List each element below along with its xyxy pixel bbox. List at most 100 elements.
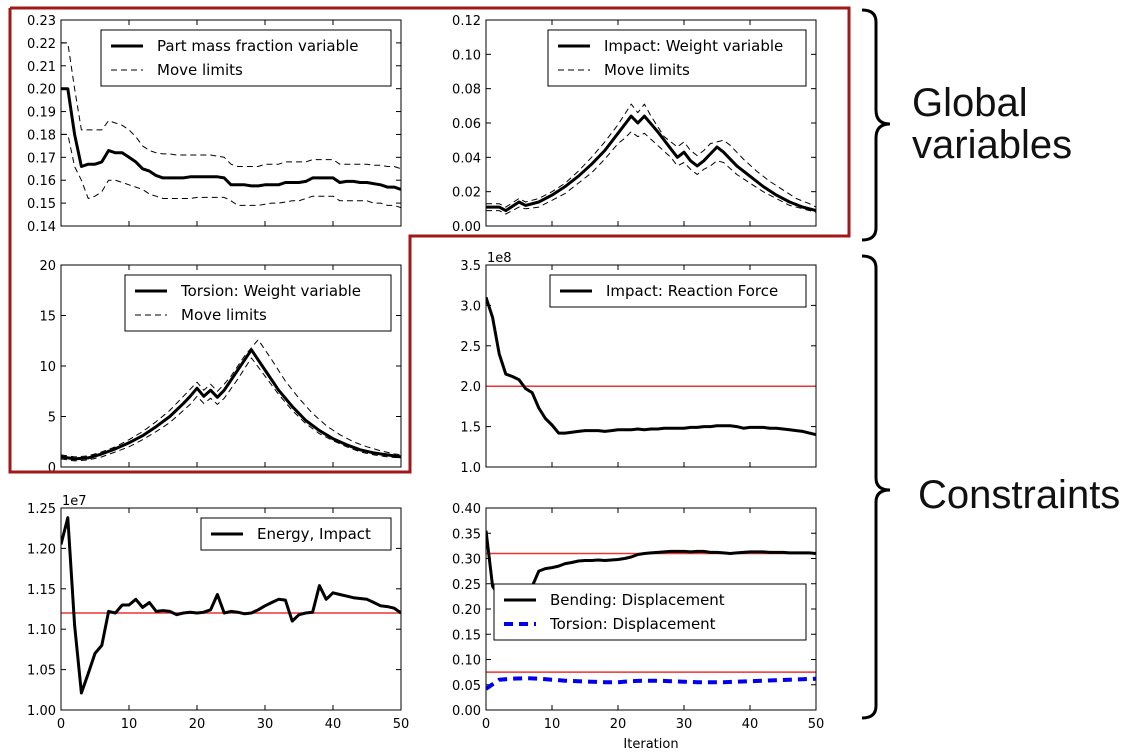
y-tick-label: 0.10 — [452, 654, 481, 669]
y-tick-label: 5 — [48, 411, 56, 426]
series-line-0 — [486, 296, 816, 437]
y-tick-label: 10 — [39, 360, 56, 375]
legend-label: Move limits — [604, 61, 690, 79]
x-tick-label: 10 — [544, 717, 561, 732]
constraints-label: Constraints — [918, 473, 1121, 517]
chart-reaction: 1.0 1.5 2.0 2.5 3.0 3.5 1e8 Impact: Reaction Fo… — [460, 251, 817, 476]
legend-label: Torsion: Displacement — [549, 615, 716, 633]
annotations-group: Iteration — [8, 6, 891, 752]
series-line-2 — [61, 133, 401, 209]
chart-energy: 1.00 1.05 1.10 1.15 1.20 1.25 0 10 20 30 40 50 1e7 En… — [27, 494, 409, 732]
x-tick-label: 30 — [676, 717, 693, 732]
plot-area — [486, 296, 816, 437]
y-tick-label: 1.10 — [27, 623, 56, 638]
y-tick-label: 0.00 — [452, 220, 481, 235]
x-tick-label: 50 — [393, 717, 410, 732]
plot-area — [61, 339, 401, 462]
y-tick-label: 0 — [48, 461, 56, 476]
x-axis-label: Iteration — [623, 737, 678, 752]
legend-label: Bending: Displacement — [550, 591, 725, 609]
plot-frame — [485, 19, 817, 227]
y-tick-label: 1.05 — [27, 664, 56, 679]
x-tick-label: 40 — [325, 717, 342, 732]
constraints-brace — [861, 254, 891, 720]
y-multiplier-label: 1e8 — [487, 251, 512, 266]
y-tick-label: 0.30 — [452, 553, 481, 568]
y-tick-label: 0.10 — [452, 48, 481, 63]
y-tick-label: 15 — [39, 310, 56, 325]
series-line-1 — [486, 676, 816, 691]
y-tick-label: 2.0 — [460, 380, 481, 395]
y-tick-label: 0.19 — [27, 106, 56, 121]
y-tick-label: 0.12 — [452, 14, 481, 29]
series-line-0 — [61, 348, 401, 461]
x-tick-label: 0 — [57, 717, 65, 732]
y-tick-label: 0.15 — [452, 628, 481, 643]
global-variables-label-line1: Global — [912, 81, 1028, 125]
y-tick-label: 1.15 — [27, 583, 56, 598]
plot-frame — [485, 507, 817, 711]
y-tick-label: 0.15 — [27, 197, 56, 212]
legend-label: Impact: Weight variable — [604, 37, 783, 55]
legend-box — [547, 29, 807, 87]
plot-area — [486, 530, 816, 691]
x-tick-label: 30 — [257, 717, 274, 732]
chart-displacement: 0.00 0.05 0.10 0.15 0.20 0.25 0.30 0.35 0.40 0 10 2… — [452, 502, 824, 732]
y-tick-label: 0.08 — [452, 83, 481, 98]
chart-torsion_w: 0 5 10 15 20 Torsion: Weight variable Move lim… — [39, 259, 402, 476]
legend-label: Energy, Impact — [257, 525, 371, 543]
y-tick-label: 1.20 — [27, 542, 56, 557]
x-tick-label: 20 — [610, 717, 627, 732]
y-tick-label: 0.05 — [452, 679, 481, 694]
legend-label: Move limits — [157, 61, 243, 79]
y-tick-label: 0.20 — [27, 83, 56, 98]
y-tick-label: 0.06 — [452, 117, 481, 132]
y-tick-label: 0.20 — [452, 603, 481, 618]
series-line-2 — [486, 131, 816, 215]
chart-mass: 0.14 0.15 0.16 0.17 0.18 0.19 0.20 0.21 0.22 0.23… — [27, 14, 402, 235]
y-tick-label: 0.23 — [27, 14, 56, 29]
y-tick-label: 0.35 — [452, 527, 481, 542]
charts-group: 0.14 0.15 0.16 0.17 0.18 0.19 0.20 0.21 0.22 0.23… — [27, 14, 824, 732]
plot-area — [61, 516, 401, 695]
global-variables-label: Global variables — [912, 82, 1072, 166]
plot-frame — [60, 264, 402, 468]
y-tick-label: 0.16 — [27, 174, 56, 189]
y-tick-label: 0.40 — [452, 502, 481, 517]
y-tick-label: 1.00 — [27, 704, 56, 719]
series-line-0 — [486, 114, 816, 213]
y-tick-label: 0.02 — [452, 186, 481, 201]
y-tick-label: 0.17 — [27, 151, 56, 166]
plot-area — [486, 103, 816, 215]
global-variables-brace — [861, 8, 891, 242]
x-tick-label: 0 — [482, 717, 490, 732]
legend-box — [493, 583, 807, 641]
series-line-1 — [486, 103, 816, 208]
y-tick-label: 0.25 — [452, 578, 481, 593]
series-line-1 — [61, 42, 401, 170]
y-tick-label: 0.22 — [27, 37, 56, 52]
y-tick-label: 1.25 — [27, 502, 56, 517]
plot-frame — [485, 264, 817, 468]
series-line-0 — [61, 516, 401, 695]
chart-impact_w: 0.00 0.02 0.04 0.06 0.08 0.10 0.12 Impact: Weig… — [452, 14, 817, 235]
legend-box — [100, 29, 392, 87]
legend-label: Impact: Reaction Force — [606, 282, 778, 300]
y-tick-label: 0.04 — [452, 151, 481, 166]
legend-label: Part mass fraction variable — [157, 37, 358, 55]
global-variables-label-line2: variables — [912, 123, 1073, 167]
global-variables-highlight-box — [8, 6, 851, 474]
y-tick-label: 3.5 — [460, 259, 481, 274]
plot-frame — [60, 507, 402, 711]
y-tick-label: 20 — [39, 259, 56, 274]
legend-box — [124, 274, 392, 332]
plot-area — [61, 42, 401, 209]
series-line-2 — [61, 357, 401, 462]
y-tick-label: 3.0 — [460, 299, 481, 314]
series-line-0 — [486, 530, 816, 598]
y-multiplier-label: 1e7 — [62, 494, 87, 509]
y-tick-label: 1.0 — [460, 461, 481, 476]
x-tick-label: 40 — [742, 717, 759, 732]
legend-label: Move limits — [181, 306, 267, 324]
